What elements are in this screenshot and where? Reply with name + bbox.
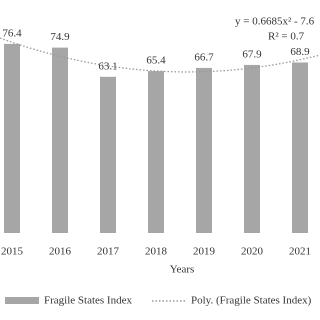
value-label: 67.9 — [242, 48, 262, 60]
value-label: 68.9 — [290, 46, 310, 58]
legend-label: Fragile States Index — [44, 295, 132, 307]
value-label: 66.7 — [194, 51, 214, 63]
value-label: 63.1 — [98, 60, 117, 72]
legend-label: Poly. (Fragile States Index) — [191, 295, 312, 307]
bar — [148, 71, 164, 233]
trendline — [0, 37, 320, 73]
bar — [52, 47, 68, 234]
x-tick-label: 2020 — [241, 246, 264, 258]
bar — [244, 64, 260, 233]
bar — [4, 43, 20, 233]
x-tick-label: 2021 — [289, 246, 311, 258]
bar — [100, 76, 116, 233]
x-axis-label: Years — [170, 264, 195, 276]
value-label: 74.9 — [50, 31, 70, 43]
legend-swatch — [5, 297, 39, 304]
value-label: 65.4 — [146, 55, 166, 67]
value-label: 76.4 — [2, 27, 22, 39]
bar — [292, 62, 308, 233]
x-tick-label: 2016 — [49, 246, 72, 258]
x-tick-label: 2015 — [1, 246, 24, 258]
x-tick-label: 2019 — [193, 246, 216, 258]
x-tick-label: 2018 — [145, 246, 168, 258]
trendline-equation: y = 0.6685x² - 7.6 — [235, 16, 315, 28]
x-tick-label: 2017 — [97, 246, 120, 258]
trendline-r2: R² = 0.7 — [268, 31, 305, 43]
bar — [196, 67, 212, 233]
